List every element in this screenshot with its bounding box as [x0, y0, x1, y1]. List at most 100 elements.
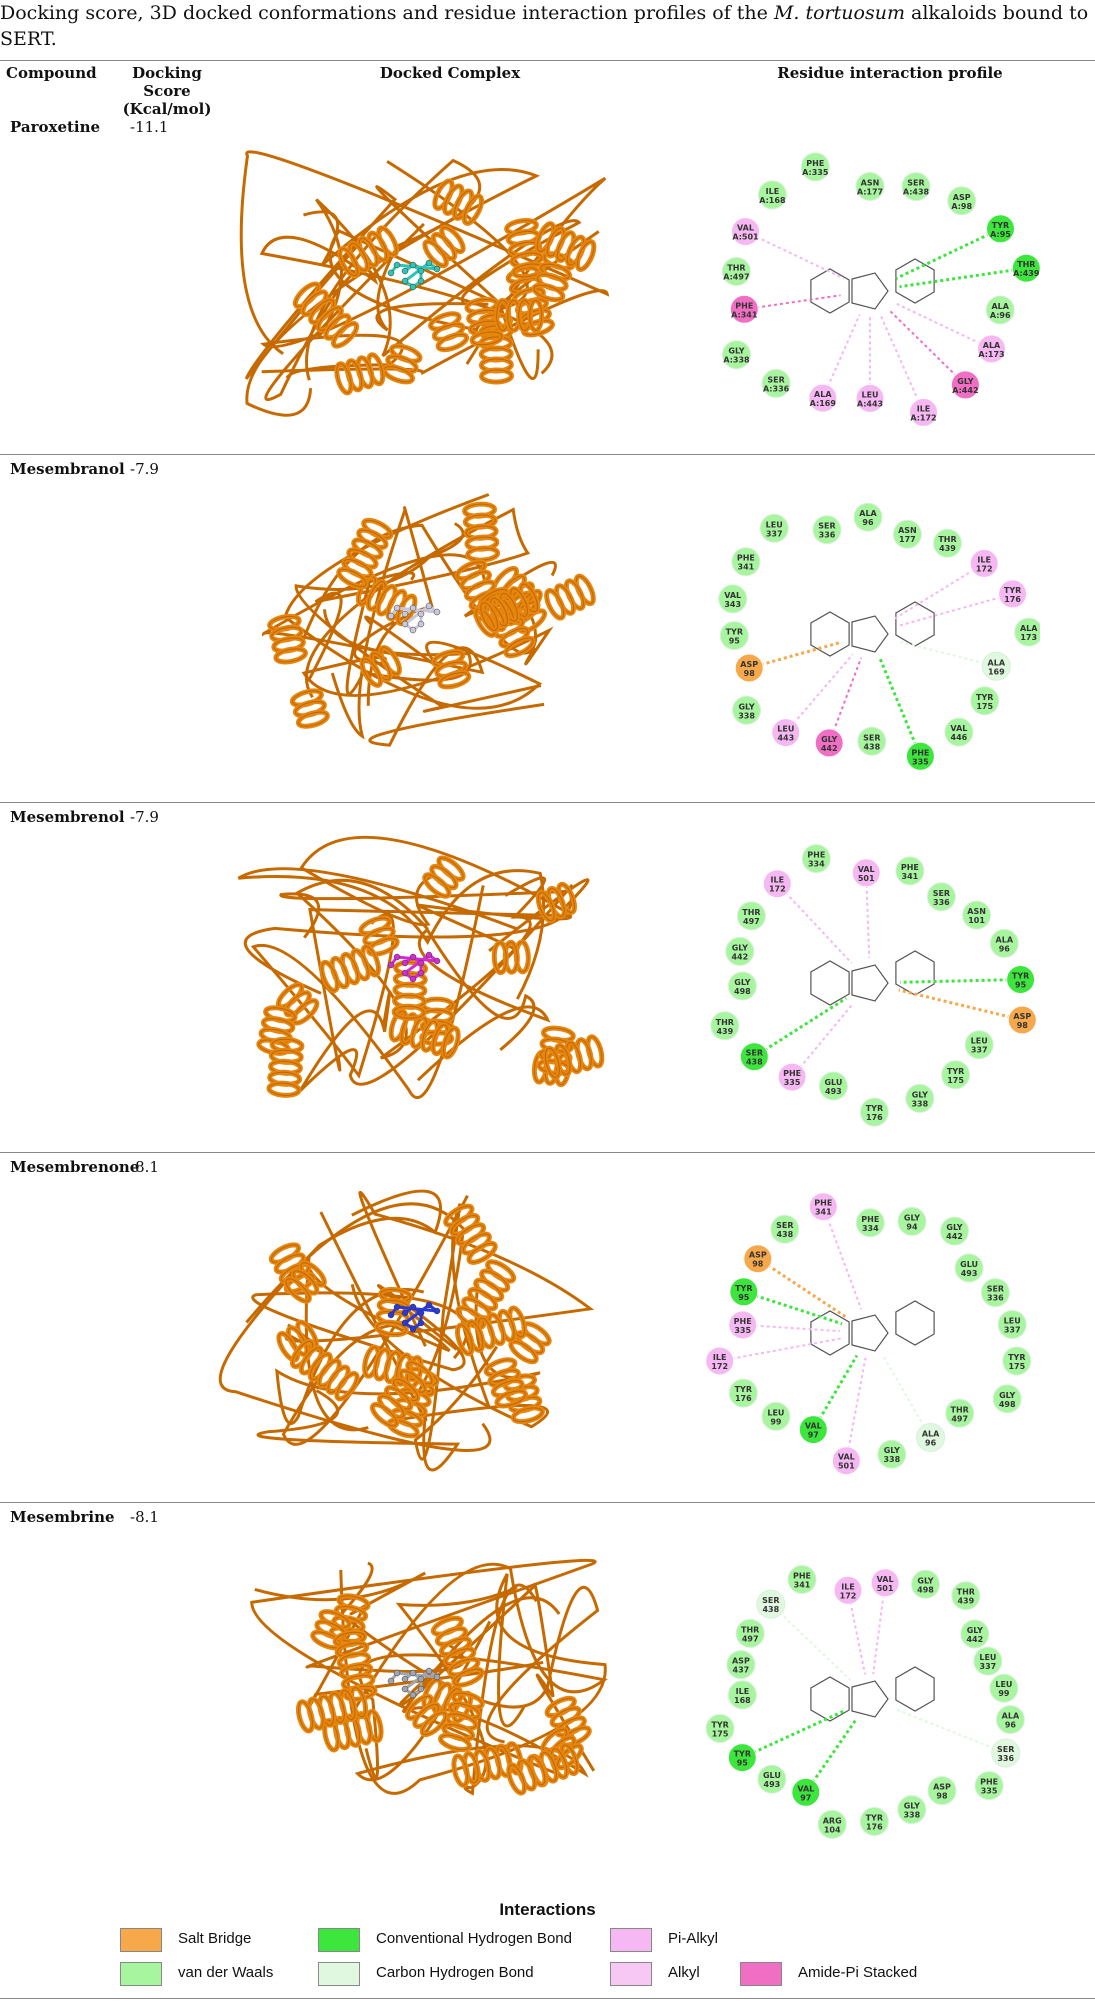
- residue-label-number: 335: [981, 1787, 998, 1796]
- legend-swatch: [610, 1928, 652, 1952]
- protein-helix: [289, 688, 330, 729]
- protein-coil: [245, 168, 541, 417]
- protein-coil: [294, 522, 542, 713]
- compound-name: Paroxetine: [10, 118, 101, 136]
- residue-label-name: TYR: [866, 1104, 883, 1113]
- protein-helix: [267, 613, 308, 665]
- residue-label-number: 175: [976, 702, 993, 711]
- residue-label-number: 95: [729, 637, 741, 646]
- residue-circle: [719, 621, 749, 651]
- residue-circle: [771, 718, 801, 748]
- residue-label-name: PHE: [735, 301, 753, 310]
- residue-label-number: 175: [712, 1730, 729, 1739]
- residue-label-name: PHE: [911, 748, 929, 757]
- residue-circle: [756, 1589, 786, 1619]
- residue-label-name: SER: [987, 1285, 1004, 1294]
- residue-label-name: ALA: [988, 658, 1006, 667]
- docking-score: -8.1: [130, 1158, 159, 1176]
- residue-label-number: 176: [866, 1113, 883, 1122]
- residue-label-number: 493: [764, 1780, 781, 1789]
- residue-circle: [831, 1446, 861, 1476]
- residue-circle: [989, 928, 1019, 958]
- residue-label-name: GLY: [912, 1090, 928, 1099]
- interaction-line: [896, 1708, 1007, 1754]
- residue-label-number: 341: [902, 872, 919, 881]
- residue-circle: [870, 1568, 900, 1598]
- residue-label-number: A:501: [732, 233, 759, 242]
- protein-coil: [254, 1571, 544, 1707]
- residue-circle: [859, 1097, 889, 1127]
- residue-circle: [732, 695, 762, 725]
- residue-label-name: LEU: [766, 520, 783, 529]
- residue-circle: [964, 1030, 994, 1060]
- residue-label-number: 96: [999, 944, 1011, 953]
- residue-label-name: LEU: [979, 1653, 996, 1662]
- docked-ligand: [387, 1667, 441, 1699]
- residue-label-number: 442: [731, 952, 748, 961]
- table-bottom-rule: [0, 1998, 1095, 1999]
- residue-label-number: 336: [933, 898, 950, 907]
- compound-name: Mesembrenone: [10, 1158, 140, 1176]
- protein-coil: [299, 835, 590, 952]
- residue-label-name: VAL: [724, 591, 741, 600]
- protein-helix: [359, 645, 402, 688]
- protein-coil: [250, 885, 485, 1100]
- residue-label-name: LEU: [995, 1680, 1012, 1689]
- residue-circle: [718, 584, 748, 614]
- residue-label-number: A:177: [857, 188, 883, 197]
- protein-helix: [506, 1754, 548, 1796]
- residue-label-number: 176: [735, 1394, 752, 1403]
- residue-label-name: GLU: [763, 1771, 781, 1780]
- residue-label-name: SER: [907, 179, 924, 188]
- protein-helix: [491, 939, 531, 976]
- protein-helix: [534, 221, 597, 272]
- compound-name: Mesembrine: [10, 1508, 115, 1526]
- residue-label-number: 442: [966, 1635, 983, 1644]
- header-score: Docking Score (Kcal/mol): [122, 64, 212, 118]
- residue-label-number: A:439: [1013, 269, 1040, 278]
- residue-label-number: 172: [711, 1362, 728, 1371]
- residue-label-number: A:442: [952, 386, 978, 395]
- residue-circle: [770, 1214, 800, 1244]
- residue-circle: [997, 1310, 1027, 1339]
- caption-species: M. tortuosum: [773, 2, 905, 24]
- residue-label-name: THR: [1017, 260, 1035, 269]
- residue-circle: [892, 519, 922, 549]
- residue-label-number: 338: [883, 1455, 900, 1464]
- residue-circle: [940, 1216, 969, 1246]
- residue-circle: [947, 186, 977, 216]
- caption-pre: Docking score, 3D docked conformations a…: [0, 2, 774, 24]
- residue-label-name: ILE: [771, 876, 785, 885]
- residue-label-name: TYR: [734, 1750, 751, 1759]
- docked-ligand: [387, 602, 441, 634]
- docked-complex-image: [261, 493, 596, 747]
- residue-label-name: LEU: [1004, 1317, 1021, 1326]
- residue-label-number: 493: [825, 1087, 842, 1096]
- residue-label-name: THR: [957, 1588, 975, 1597]
- residue-label-name: PHE: [783, 1069, 801, 1078]
- residue-interaction-diagram: GLU493SER336LEU337TYR175GLY498THR497ALA9…: [705, 1192, 1032, 1476]
- protein-coil: [283, 493, 543, 710]
- residue-circle: [705, 1346, 735, 1376]
- ligand-2d-structure: [810, 1666, 935, 1722]
- protein-coil: [275, 1283, 541, 1425]
- residue-label-number: 173: [1020, 633, 1037, 642]
